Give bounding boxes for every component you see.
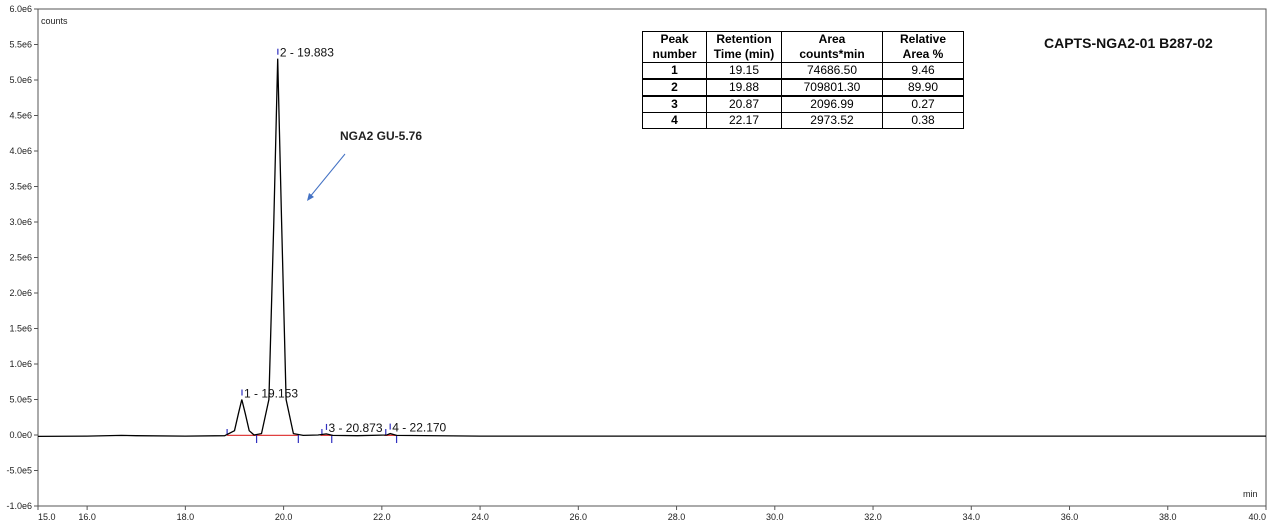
peak-label: 3 - 20.873: [328, 421, 382, 435]
header-peak-number: Peak number: [642, 31, 707, 63]
y-tick-label: 1.0e6: [9, 359, 32, 369]
header-area: Area counts*min: [781, 31, 883, 63]
table-cell: 709801.30: [781, 78, 883, 97]
y-tick-label: 4.0e6: [9, 146, 32, 156]
table-cell: 2096.99: [781, 95, 883, 113]
table-cell: 22.17: [706, 112, 782, 129]
x-tick-label: 26.0: [570, 512, 588, 522]
annotation-label: NGA2 GU-5.76: [340, 129, 422, 143]
y-tick-label: -5.0e5: [6, 466, 32, 476]
y-tick-label: 0.0e0: [9, 430, 32, 440]
chart-title: CAPTS-NGA2-01 B287-02: [1044, 35, 1213, 51]
y-tick-label: 1.5e6: [9, 324, 32, 334]
peak-label: 1 - 19.153: [244, 387, 298, 401]
table-cell: 2973.52: [781, 112, 883, 129]
x-tick-label: 34.0: [963, 512, 981, 522]
table-row: 2 19.88 709801.30 89.90: [642, 78, 964, 97]
table-cell: 1: [642, 62, 707, 80]
x-tick-label: 32.0: [864, 512, 882, 522]
y-tick-label: 4.5e6: [9, 111, 32, 121]
table-cell: 3: [642, 95, 707, 113]
table-cell: 19.88: [706, 78, 782, 97]
table-cell: 4: [642, 112, 707, 129]
table-cell: 9.46: [882, 62, 964, 80]
table-cell: 89.90: [882, 78, 964, 97]
annotation-arrow: [308, 153, 346, 199]
x-tick-label: 38.0: [1159, 512, 1177, 522]
table-cell: 19.15: [706, 62, 782, 80]
x-tick-label: 40.0: [1248, 512, 1266, 522]
table-cell: 0.27: [882, 95, 964, 113]
table-cell: 20.87: [706, 95, 782, 113]
table-row: 3 20.87 2096.99 0.27: [642, 95, 964, 113]
x-tick-label: 20.0: [275, 512, 293, 522]
y-tick-label: -1.0e6: [6, 501, 32, 511]
table-cell: 0.38: [882, 112, 964, 129]
peak-label: 2 - 19.883: [280, 46, 334, 60]
x-tick-label: 24.0: [471, 512, 489, 522]
x-tick-label: 15.0: [38, 512, 56, 522]
y-tick-label: 2.0e6: [9, 288, 32, 298]
x-tick-label: 18.0: [177, 512, 195, 522]
y-tick-label: 5.5e6: [9, 40, 32, 50]
table-cell: 2: [642, 78, 707, 97]
y-axis-label: counts: [41, 16, 68, 26]
y-tick-label: 2.5e6: [9, 253, 32, 263]
header-relative-area: Relative Area %: [882, 31, 964, 63]
x-tick-label: 16.0: [78, 512, 96, 522]
x-tick-label: 30.0: [766, 512, 784, 522]
x-tick-label: 28.0: [668, 512, 686, 522]
table-header-row: Peak number Retention Time (min) Area co…: [642, 31, 964, 63]
table-row: 4 22.17 2973.52 0.38: [642, 112, 964, 129]
peak-table: Peak number Retention Time (min) Area co…: [642, 31, 964, 129]
table-cell: 74686.50: [781, 62, 883, 80]
x-tick-label: 22.0: [373, 512, 391, 522]
y-tick-label: 5.0e5: [9, 395, 32, 405]
y-tick-label: 3.5e6: [9, 182, 32, 192]
x-axis-label: min: [1243, 489, 1258, 499]
y-tick-label: 6.0e6: [9, 4, 32, 14]
y-tick-label: 5.0e6: [9, 75, 32, 85]
x-tick-label: 36.0: [1061, 512, 1079, 522]
table-row: 1 19.15 74686.50 9.46: [642, 62, 964, 80]
series-line: [37, 58, 1266, 438]
peak-label: 4 - 22.170: [392, 421, 446, 435]
y-tick-label: 3.0e6: [9, 217, 32, 227]
header-retention-time: Retention Time (min): [706, 31, 782, 63]
annotation-arrowhead: [307, 193, 314, 201]
